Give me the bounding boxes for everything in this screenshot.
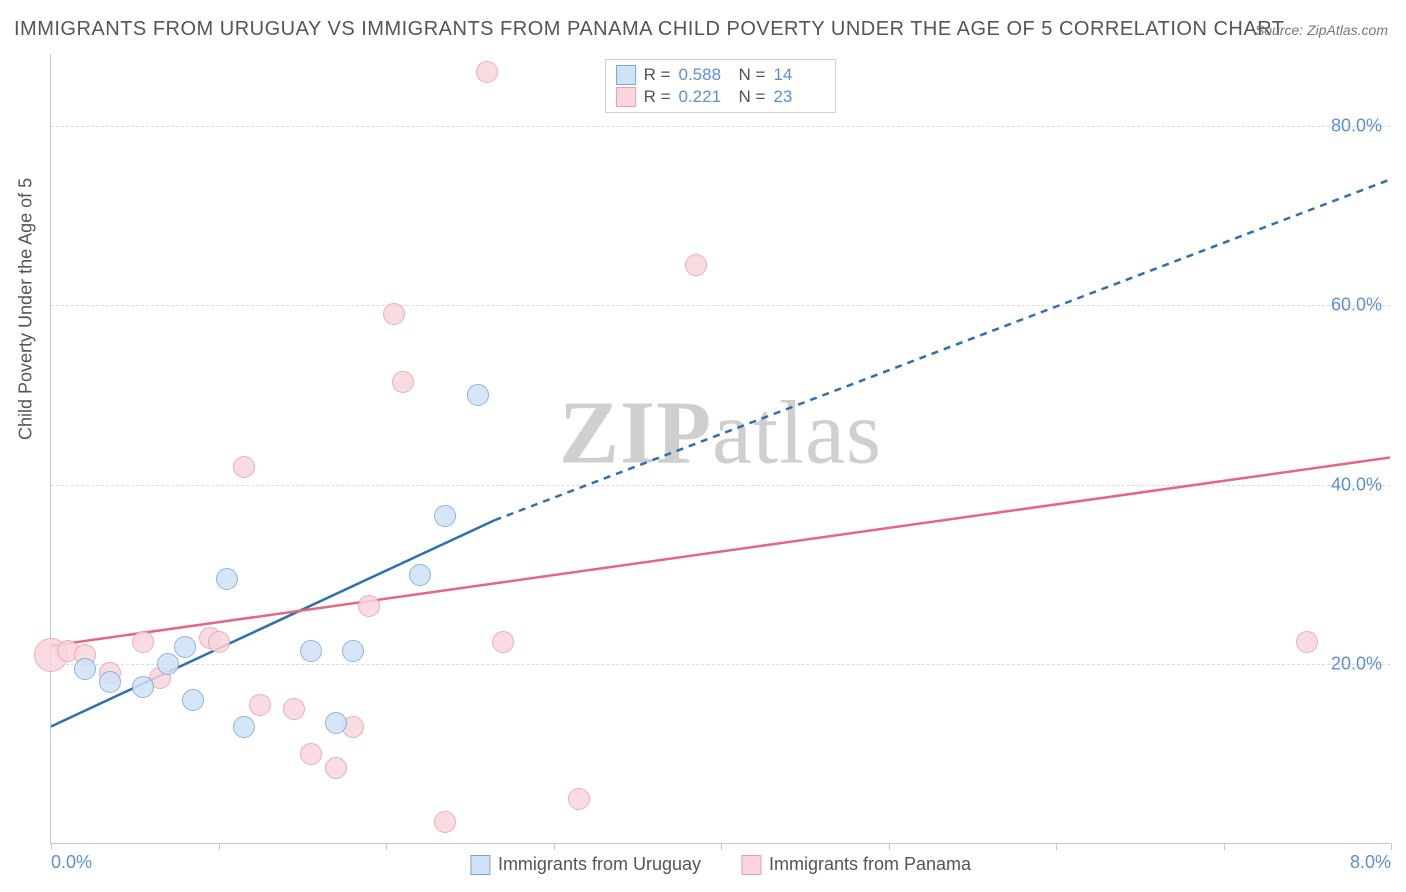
data-point: [383, 303, 405, 325]
x-tick-mark: [1056, 843, 1057, 850]
gridline: [51, 664, 1390, 665]
legend-r-value: 0.588: [679, 65, 731, 85]
legend-label: Immigrants from Uruguay: [498, 854, 701, 875]
legend-r-label: R =: [644, 65, 671, 85]
source-value: ZipAtlas.com: [1307, 22, 1388, 38]
data-point: [300, 640, 322, 662]
data-point: [325, 712, 347, 734]
data-point: [132, 676, 154, 698]
watermark-light: atlas: [712, 383, 882, 482]
gridline: [51, 485, 1390, 486]
x-tick-label: 8.0%: [1350, 852, 1391, 873]
data-point: [132, 631, 154, 653]
data-point: [685, 254, 707, 276]
legend-r-label: R =: [644, 87, 671, 107]
legend-stats: R = 0.588 N = 14 R = 0.221 N = 23: [605, 59, 837, 113]
data-point: [434, 811, 456, 833]
data-point: [325, 757, 347, 779]
data-point: [233, 456, 255, 478]
legend-swatch: [741, 855, 761, 875]
legend-swatch: [470, 855, 490, 875]
legend-item: Immigrants from Panama: [741, 854, 971, 875]
y-tick-label: 80.0%: [1331, 115, 1382, 136]
legend-stat-row: R = 0.588 N = 14: [616, 64, 826, 86]
x-tick-mark: [554, 843, 555, 850]
data-point: [342, 640, 364, 662]
data-point: [174, 636, 196, 658]
data-point: [182, 689, 204, 711]
legend-n-label: N =: [739, 87, 766, 107]
legend-label: Immigrants from Panama: [769, 854, 971, 875]
legend-n-label: N =: [739, 65, 766, 85]
data-point: [434, 505, 456, 527]
data-point: [157, 653, 179, 675]
source-attribution: Source: ZipAtlas.com: [1255, 22, 1388, 38]
data-point: [568, 788, 590, 810]
x-tick-mark: [1391, 843, 1392, 850]
legend-n-value: 23: [773, 87, 825, 107]
y-tick-label: 60.0%: [1331, 295, 1382, 316]
x-tick-label: 0.0%: [51, 852, 92, 873]
data-point: [300, 743, 322, 765]
data-point: [283, 698, 305, 720]
legend-item: Immigrants from Uruguay: [470, 854, 701, 875]
legend-swatch: [616, 87, 636, 107]
data-point: [467, 384, 489, 406]
y-tick-label: 20.0%: [1331, 654, 1382, 675]
data-point: [392, 371, 414, 393]
data-point: [216, 568, 238, 590]
data-point: [249, 694, 271, 716]
trend-line: [51, 520, 495, 726]
data-point: [233, 716, 255, 738]
legend-n-value: 14: [773, 65, 825, 85]
watermark: ZIPatlas: [559, 381, 882, 484]
data-point: [99, 671, 121, 693]
y-axis-label: Child Poverty Under the Age of 5: [16, 178, 37, 440]
legend-swatch: [616, 65, 636, 85]
legend-series: Immigrants from Uruguay Immigrants from P…: [470, 854, 971, 875]
data-point: [492, 631, 514, 653]
gridline: [51, 305, 1390, 306]
x-tick-mark: [889, 843, 890, 850]
data-point: [74, 658, 96, 680]
data-point: [208, 631, 230, 653]
plot-area: ZIPatlas 20.0%40.0%60.0%80.0% 0.0%8.0% R…: [50, 54, 1390, 844]
trend-line: [495, 180, 1390, 521]
data-point: [1296, 631, 1318, 653]
legend-stat-row: R = 0.221 N = 23: [616, 86, 826, 108]
x-tick-mark: [51, 843, 52, 850]
y-tick-label: 40.0%: [1331, 474, 1382, 495]
data-point: [358, 595, 380, 617]
x-tick-mark: [1224, 843, 1225, 850]
x-tick-mark: [386, 843, 387, 850]
legend-r-value: 0.221: [679, 87, 731, 107]
x-tick-mark: [721, 843, 722, 850]
gridline: [51, 126, 1390, 127]
watermark-bold: ZIP: [559, 383, 712, 482]
x-tick-mark: [219, 843, 220, 850]
source-label: Source:: [1255, 22, 1307, 38]
data-point: [476, 61, 498, 83]
chart-title: IMMIGRANTS FROM URUGUAY VS IMMIGRANTS FR…: [14, 18, 1285, 41]
data-point: [409, 564, 431, 586]
